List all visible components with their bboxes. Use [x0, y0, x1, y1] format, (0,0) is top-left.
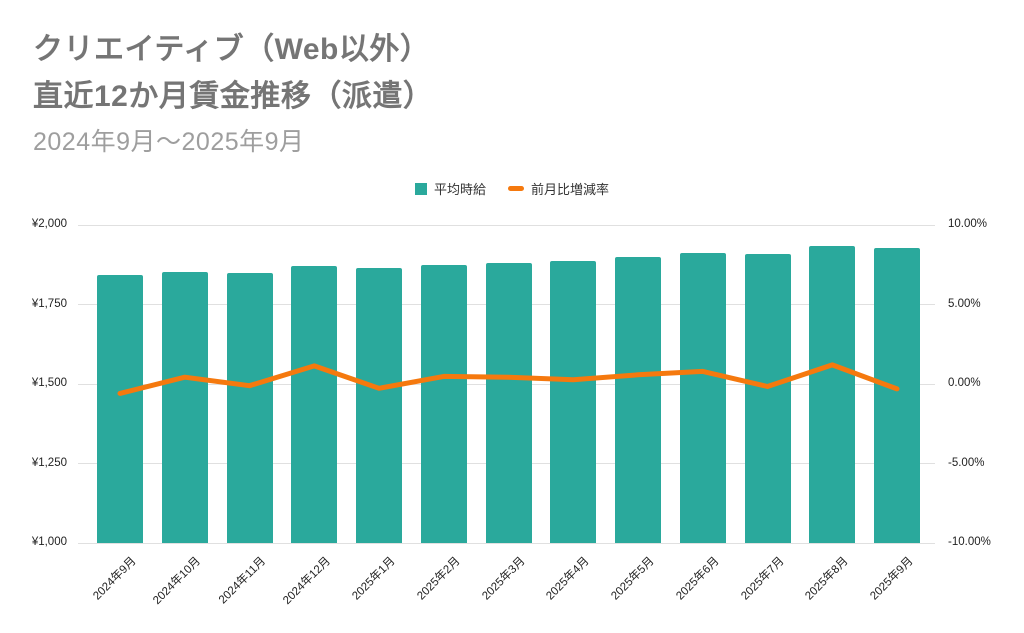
gridline: [78, 224, 935, 226]
bar-2024年12月: [291, 266, 338, 543]
bar-2024年9月: [97, 274, 143, 543]
bar-2024年10月: [161, 272, 208, 543]
right-axis-tick: -10.00%: [948, 536, 991, 548]
left-axis-tick: ¥2,000: [31, 218, 67, 230]
chart-title-line1: クリエイティブ（Web以外）: [33, 33, 431, 66]
chart-legend: 平均時給 前月比増減率: [0, 179, 1024, 198]
legend-item-average-wage[interactable]: 平均時給: [414, 179, 486, 198]
bar-2024年11月: [226, 273, 273, 543]
right-axis-tick: -5.00%: [948, 456, 985, 469]
bar-2025年2月: [420, 265, 467, 543]
gridline: [78, 542, 935, 544]
bar-series-swatch-icon: [414, 182, 427, 195]
bar-2025年5月: [615, 257, 661, 543]
right-axis-tick: 10.00%: [948, 218, 988, 230]
chart-subtitle: 2024年9月～2025年9月: [33, 128, 305, 156]
bar-2025年7月: [744, 253, 791, 543]
left-axis-tick: ¥1,250: [31, 456, 67, 469]
bar-2025年4月: [550, 260, 597, 543]
left-axis-tick: ¥1,000: [31, 536, 67, 548]
chart-title: クリエイティブ（Web以外） 直近12か月賃金推移（派遣）: [33, 26, 433, 120]
right-axis-tick: 5.00%: [948, 297, 981, 310]
legend-label-average-wage: 平均時給: [433, 182, 486, 197]
bar-2025年6月: [679, 252, 726, 543]
bar-2025年8月: [809, 246, 856, 543]
bar-2025年1月: [356, 267, 402, 543]
legend-label-mom-change: 前月比増減率: [531, 182, 610, 197]
legend-item-mom-change[interactable]: 前月比増減率: [508, 179, 609, 198]
left-axis-tick: ¥1,500: [31, 377, 67, 389]
line-series-swatch-icon: [508, 186, 524, 191]
chart-title-line2: 直近12か月賃金推移（派遣）: [33, 80, 434, 113]
bar-2025年3月: [485, 262, 532, 543]
right-axis-tick: 0.00%: [948, 377, 981, 389]
bar-2025年9月: [874, 248, 920, 543]
left-axis-tick: ¥1,750: [31, 297, 67, 310]
